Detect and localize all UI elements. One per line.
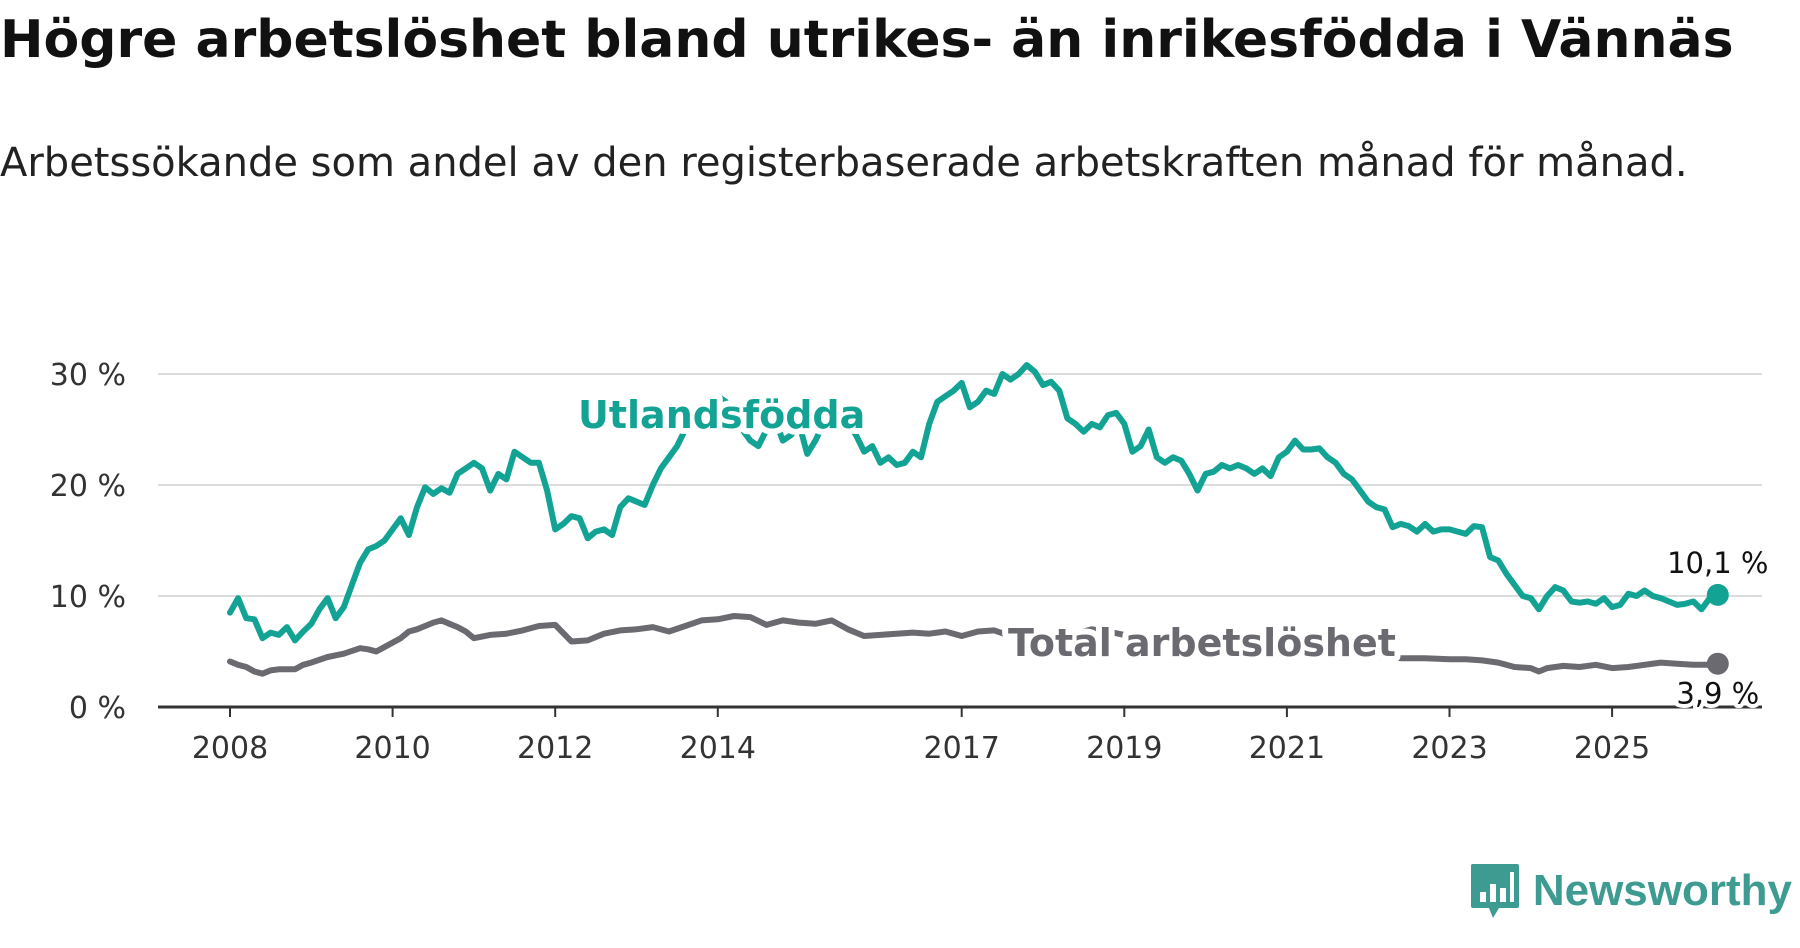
y-tick-label: 0 % xyxy=(69,691,126,726)
end-value-total: 3,9 % xyxy=(1676,677,1759,711)
x-axis: 2008 2010 2012 2014 2017 2019 2021 2023 2025 xyxy=(192,707,1650,766)
x-tick-label: 2023 xyxy=(1411,731,1487,766)
y-tick-label: 10 % xyxy=(50,580,126,615)
series-labels: Utlandsfödda Total arbetslöshet 10,1 % 3,9 … xyxy=(572,387,1772,715)
x-tick-label: 2025 xyxy=(1574,731,1650,766)
series-lines xyxy=(227,362,1729,677)
grid-lines xyxy=(158,373,1762,709)
series-line-1 xyxy=(227,613,1721,677)
x-tick-label: 2019 xyxy=(1086,731,1162,766)
y-tick-label: 20 % xyxy=(50,469,126,504)
x-tick-label: 2021 xyxy=(1249,731,1325,766)
newsworthy-logo: Newsworthy xyxy=(1469,862,1792,920)
series-endpoint-0 xyxy=(1706,583,1729,606)
series-name-total: Total arbetslöshet xyxy=(1008,621,1396,665)
x-tick-label: 2014 xyxy=(680,731,756,766)
x-tick-label: 2010 xyxy=(354,731,430,766)
series-line-0 xyxy=(227,362,1721,644)
series-name-utlandsfodda: Utlandsfödda xyxy=(578,393,865,437)
bar-chart-icon xyxy=(1470,864,1519,918)
series-endpoint-1 xyxy=(1706,652,1729,675)
end-value-utlandsfodda: 10,1 % xyxy=(1667,546,1768,580)
chart-subtitle: Arbetssökande som andel av den registerb… xyxy=(0,140,1688,186)
x-tick-label: 2012 xyxy=(517,731,593,766)
y-axis: 0 % 10 % 20 % 30 % xyxy=(50,358,126,726)
chart-title: Högre arbetslöshet bland utrikes- än inr… xyxy=(0,10,1734,70)
y-tick-label: 30 % xyxy=(50,358,126,393)
brand-name: Newsworthy xyxy=(1532,866,1792,915)
x-tick-label: 2017 xyxy=(924,731,1000,766)
x-tick-label: 2008 xyxy=(192,731,268,766)
